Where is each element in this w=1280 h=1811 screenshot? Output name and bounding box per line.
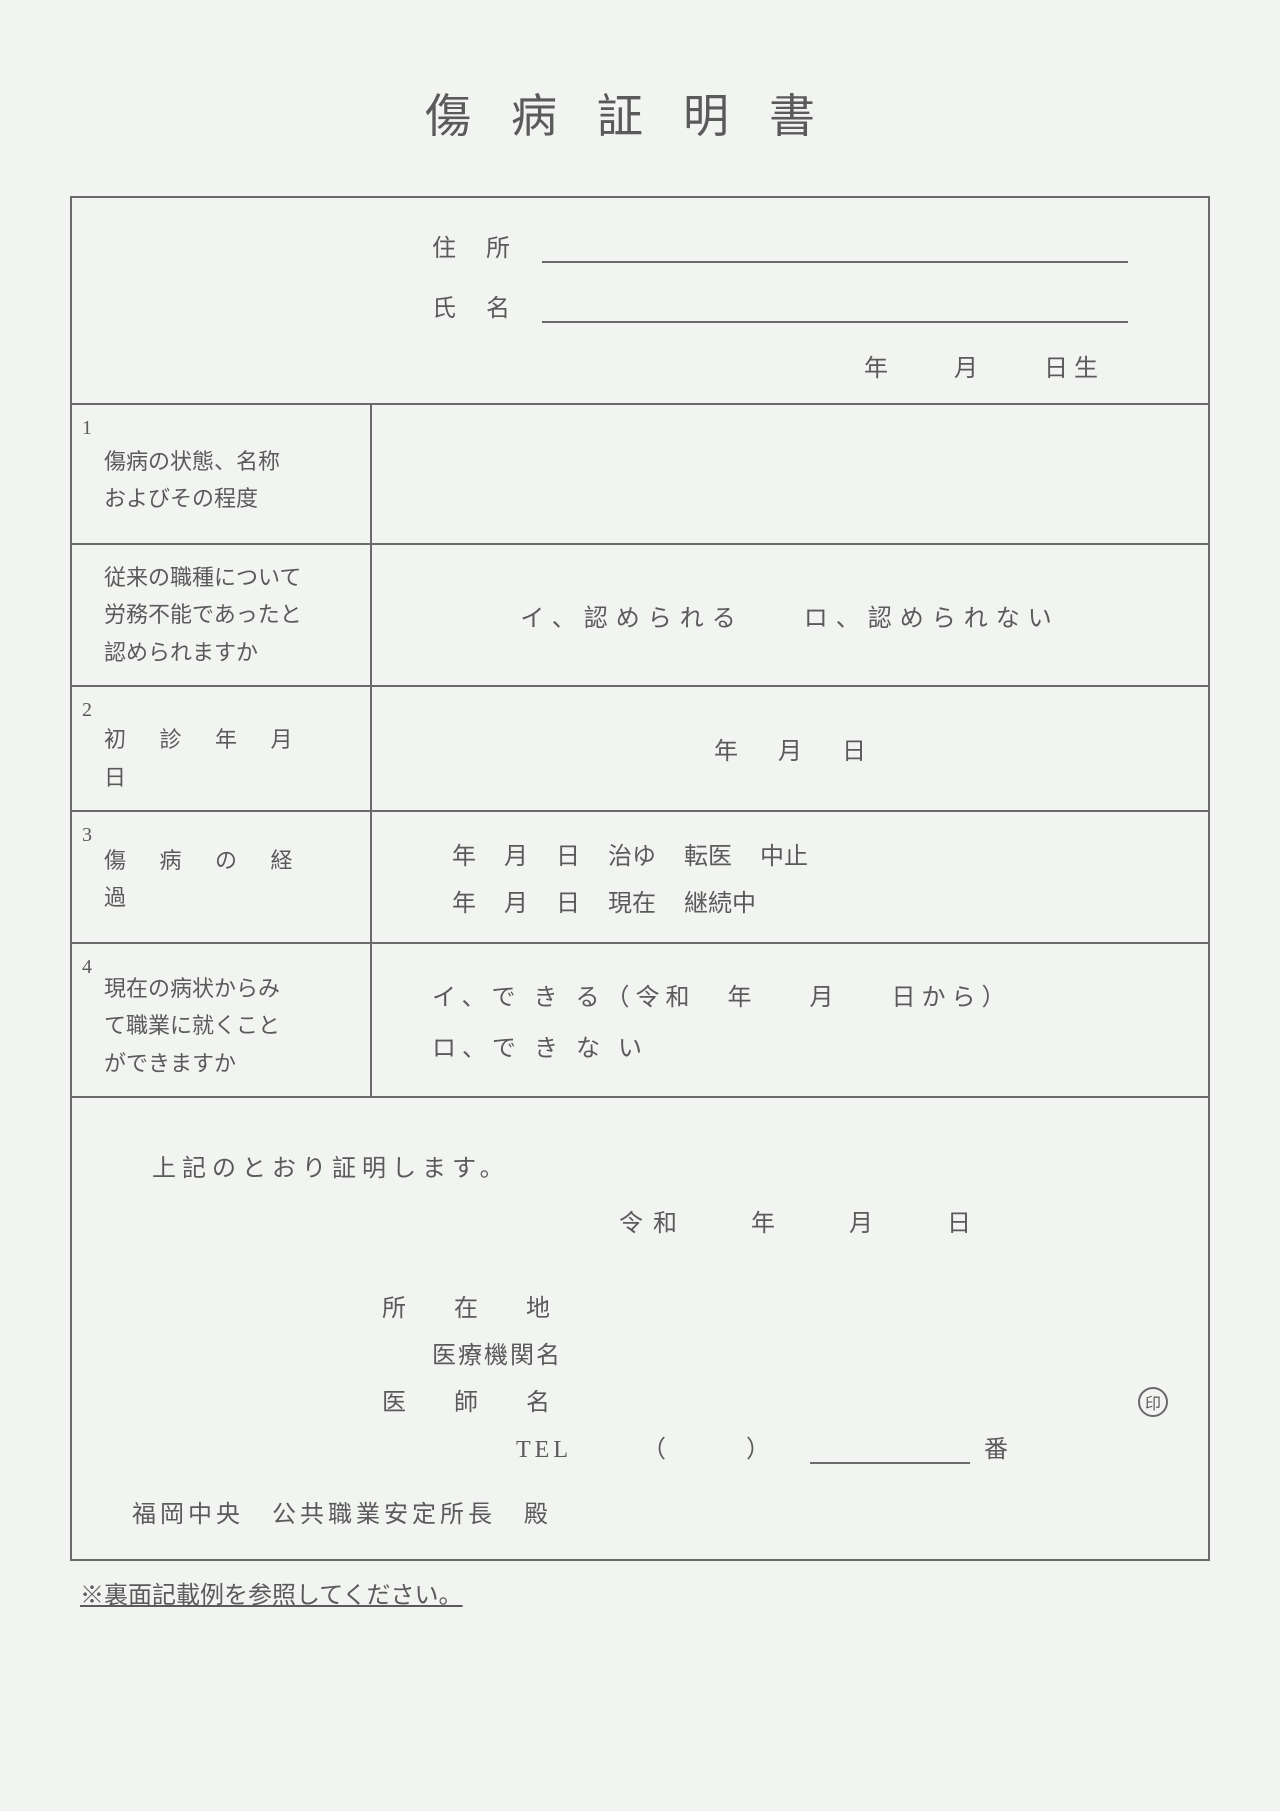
row2-month: 月	[778, 731, 802, 766]
cert-date: 令和 年 月 日	[132, 1203, 1168, 1238]
row3b-day: 日	[556, 883, 580, 918]
addressee: 福岡中央 公共職業安定所長 殿	[132, 1494, 1168, 1529]
row4-label-a: 現在の病状からみ	[104, 970, 352, 1007]
address-line: 住 所	[112, 228, 1168, 263]
row4-label-b: て職業に就くこと	[104, 1007, 352, 1044]
doctor-label: 医 師 名	[132, 1382, 592, 1417]
row3-label: 傷 病 の 経 過	[104, 842, 352, 917]
name-line: 氏 名	[112, 288, 1168, 323]
row1b-label-b: 労務不能であったと	[104, 596, 352, 633]
row1b-label-c: 認められますか	[104, 634, 352, 671]
opt-now[interactable]: 現在	[608, 883, 656, 918]
cert-statement: 上記のとおり証明します。	[152, 1148, 1168, 1183]
row4-value-cell: イ、で き る（令和 年 月 日から） ロ、で き な い	[372, 944, 1208, 1096]
opt-stop[interactable]: 中止	[760, 836, 808, 871]
row-can-work: 4 現在の病状からみ て職業に就くこと ができますか イ、で き る（令和 年 …	[72, 944, 1208, 1098]
location-label: 所 在 地	[132, 1288, 592, 1323]
option-cannot-work[interactable]: ロ、で き な い	[392, 1028, 1188, 1063]
tel-suffix: 番	[984, 1429, 1008, 1464]
row1-label-cell: 1 傷病の状態、名称 およびその程度	[72, 405, 372, 543]
tel-line: TEL （ ） 番	[132, 1429, 1168, 1464]
tel-close: ）	[746, 1429, 770, 1464]
row3-label-cell: 3 傷 病 の 経 過	[72, 812, 372, 942]
row-first-visit: 2 初 診 年 月 日 年 月 日	[72, 687, 1208, 812]
row3b-month: 月	[504, 883, 528, 918]
row3-value-cell: 年 月 日 治ゆ 転医 中止 年 月 日 現在 継続中	[372, 812, 1208, 942]
location-line: 所 在 地	[132, 1288, 1168, 1323]
row4-num: 4	[82, 950, 92, 984]
name-field[interactable]	[542, 295, 1128, 323]
row1-value-cell[interactable]	[372, 405, 1208, 543]
row-progress: 3 傷 病 の 経 過 年 月 日 治ゆ 転医 中止 年 月 日 現在 継続中	[72, 812, 1208, 944]
page: 傷病証明書 住 所 氏 名 年 月 日生 1 傷病の状態、名称	[0, 0, 1280, 1811]
seal-icon: 印	[1138, 1387, 1168, 1417]
dob-month-label: 月	[954, 356, 984, 382]
row1b-label-a: 従来の職種について	[104, 559, 352, 596]
tel-open: （	[642, 1429, 666, 1464]
row4-opt-a-post: 日から）	[892, 985, 1012, 1011]
option-can-work[interactable]: イ、で き る（令和 年 月 日から）	[392, 977, 1188, 1012]
row2-year: 年	[714, 731, 738, 766]
document-title: 傷病証明書	[70, 80, 1210, 146]
row-incapacity: 従来の職種について 労務不能であったと 認められますか イ、認められる ロ、認め…	[72, 545, 1208, 687]
dob-year-label: 年	[864, 356, 894, 382]
tel-label: TEL	[132, 1437, 602, 1464]
row2-num: 2	[82, 693, 92, 727]
row3-num: 3	[82, 818, 92, 852]
row1b-value-cell: イ、認められる ロ、認められない	[372, 545, 1208, 685]
address-label: 住 所	[112, 228, 542, 263]
header-block: 住 所 氏 名 年 月 日生	[72, 198, 1208, 405]
certification-block: 上記のとおり証明します。 令和 年 月 日 所 在 地 医療機関名 医 師 名 …	[72, 1098, 1208, 1559]
dob-day-label: 日生	[1044, 356, 1104, 382]
row3a-day: 日	[556, 836, 580, 871]
row2-label-cell: 2 初 診 年 月 日	[72, 687, 372, 810]
institution-label: 医療機関名	[132, 1335, 592, 1370]
dob-line: 年 月 日生	[112, 348, 1168, 383]
row1-num: 1	[82, 411, 92, 445]
tel-field[interactable]	[810, 1440, 970, 1464]
cert-year: 年	[751, 1211, 785, 1237]
row4-label-cell: 4 現在の病状からみ て職業に就くこと ができますか	[72, 944, 372, 1096]
row1-label-a: 傷病の状態、名称	[104, 443, 352, 480]
row3a-year: 年	[452, 836, 476, 871]
row4-opt-a-y: 年	[728, 985, 758, 1011]
row1b-label-cell: 従来の職種について 労務不能であったと 認められますか	[72, 545, 372, 685]
option-not-recognized[interactable]: ロ、認められない	[804, 598, 1060, 633]
opt-cured[interactable]: 治ゆ	[608, 836, 656, 871]
footnote: ※裏面記載例を参照してください。	[80, 1575, 1210, 1610]
name-label: 氏 名	[112, 288, 542, 323]
row3a-month: 月	[504, 836, 528, 871]
row1-label-b: およびその程度	[104, 480, 352, 517]
institution-line: 医療機関名	[132, 1335, 1168, 1370]
opt-continuing[interactable]: 継続中	[684, 883, 756, 918]
row2-label: 初 診 年 月 日	[104, 721, 352, 796]
cert-month: 月	[849, 1211, 883, 1237]
cert-day: 日	[947, 1211, 981, 1237]
address-field[interactable]	[542, 235, 1128, 263]
doctor-line: 医 師 名 印	[132, 1382, 1168, 1417]
row2-value-cell: 年 月 日	[372, 687, 1208, 810]
row-condition: 1 傷病の状態、名称 およびその程度	[72, 405, 1208, 545]
row2-day: 日	[842, 731, 866, 766]
option-recognized[interactable]: イ、認められる	[520, 598, 744, 633]
opt-transfer[interactable]: 転医	[684, 836, 732, 871]
row3b-year: 年	[452, 883, 476, 918]
row4-opt-a-pre: イ、で き る（令和	[432, 985, 696, 1011]
cert-era: 令和	[619, 1211, 687, 1237]
row4-opt-a-m: 月	[810, 985, 840, 1011]
form-table: 住 所 氏 名 年 月 日生 1 傷病の状態、名称 およびその程度	[70, 196, 1210, 1561]
row4-label-c: ができますか	[104, 1045, 352, 1082]
